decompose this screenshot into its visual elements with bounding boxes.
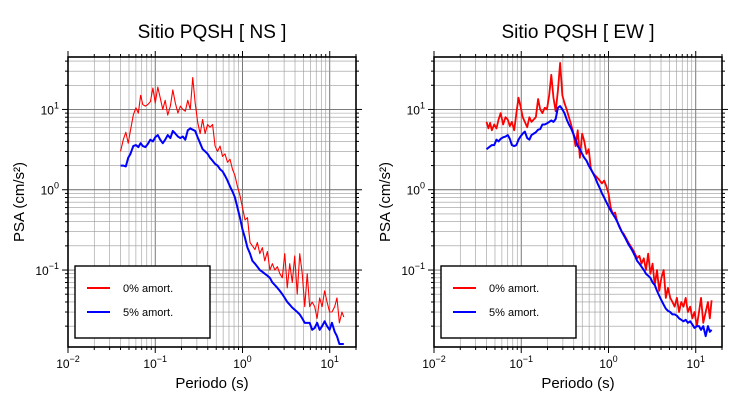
legend: 0% amort. 5% amort.	[440, 265, 577, 339]
y-axis-label: PSA (cm/s²)	[11, 162, 28, 242]
grid	[68, 57, 356, 347]
legend-label: 5% amort.	[489, 307, 539, 319]
chart-title: Sitio PQSH [ NS ]	[138, 22, 287, 43]
legend: 0% amort. 5% amort.	[74, 265, 211, 339]
x-tick-label: 100	[233, 354, 251, 371]
y-tick-label: 100	[407, 181, 425, 198]
series-line-damped	[485, 105, 713, 338]
series-line-damped	[120, 127, 344, 345]
series-line-no-damping	[119, 76, 345, 324]
series-line-no-damping	[485, 62, 713, 328]
x-axis-label: Periodo (s)	[541, 375, 614, 392]
legend-label: 5% amort.	[123, 307, 173, 319]
plot-frame	[67, 56, 357, 348]
x-tick-label: 10−1	[143, 354, 167, 371]
x-tick-label: 101	[687, 354, 705, 371]
chart-title: Sitio PQSH [ EW ]	[501, 22, 654, 43]
plot-frame	[433, 56, 723, 348]
y-axis-label: PSA (cm/s²)	[377, 162, 394, 242]
x-tick-label: 101	[321, 354, 339, 371]
y-tick-label: 101	[41, 100, 59, 117]
chart-panel-ew: 10−2 10−1 100 101 10−1 100 101 Sitio PQSH [ EW …	[377, 22, 728, 392]
x-tick-label: 10−2	[56, 354, 80, 371]
legend-label: 0% amort.	[489, 283, 539, 295]
y-tick-label: 100	[41, 181, 59, 198]
legend-label: 0% amort.	[123, 283, 173, 295]
x-tick-label: 100	[599, 354, 617, 371]
x-tick-label: 10−2	[422, 354, 446, 371]
legend-box	[440, 265, 577, 339]
x-tick-label: 10−1	[509, 354, 533, 371]
chart-panel-ns: 10−2 10−1 100 101 10−1 100 101 Sitio PQSH [ NS …	[11, 22, 362, 392]
y-tick-label: 101	[407, 100, 425, 117]
x-axis-label: Periodo (s)	[175, 375, 248, 392]
y-tick-label: 10−1	[35, 261, 59, 278]
y-tick-label: 10−1	[401, 261, 425, 278]
legend-box	[74, 265, 211, 339]
